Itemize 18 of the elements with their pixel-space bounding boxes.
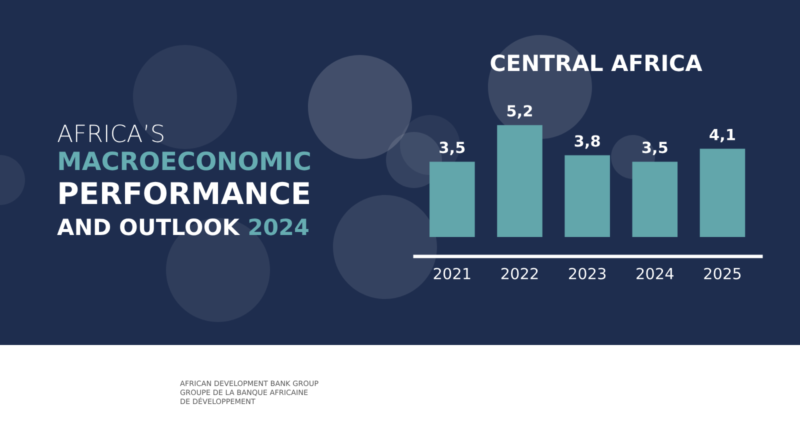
- x-tick-label: 2023: [569, 268, 606, 280]
- data-label: 5,2: [507, 105, 532, 119]
- x-tick-label: 2021: [434, 268, 470, 280]
- text: AND OUTLOOK: [57, 218, 240, 236]
- x-tick-label: 2024: [636, 268, 674, 280]
- chart-title: CENTRAL AFRICA: [490, 54, 702, 72]
- bar: [700, 148, 746, 237]
- data-label: 3,8: [574, 135, 600, 149]
- data-label: 3,5: [440, 142, 465, 156]
- text: AFRICA’S: [58, 124, 164, 142]
- data-label: 4,1: [710, 128, 735, 142]
- text: MACROECONOMIC: [59, 151, 310, 170]
- x-tick-label: 2022: [501, 268, 538, 280]
- text: 2024: [249, 218, 308, 236]
- data-label: 3,5: [642, 142, 668, 156]
- bar: [564, 155, 610, 237]
- x-tick-label: 2025: [704, 268, 741, 280]
- text: PERFORMANCE: [60, 182, 309, 204]
